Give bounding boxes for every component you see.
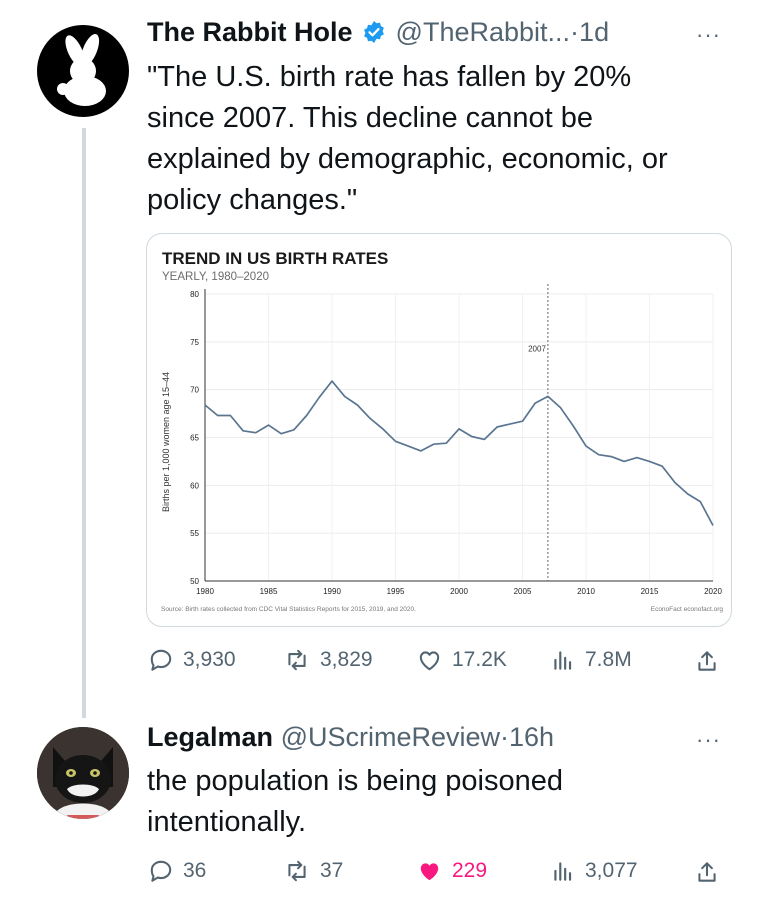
- like-button[interactable]: 17.2K: [416, 647, 507, 673]
- timestamp[interactable]: 1d: [579, 17, 610, 47]
- repost-icon: [288, 649, 306, 671]
- reply-text-line: intentionally.: [147, 806, 307, 838]
- repost-icon: [288, 860, 306, 882]
- rabbit-logo-icon: [57, 34, 106, 106]
- tweet-header: The Rabbit Hole @TheRabbit...·1d: [147, 17, 609, 48]
- birth-rate-series-line: [204, 380, 714, 526]
- reply-button[interactable]: 3,930: [148, 647, 236, 673]
- y-tick-label: 70: [190, 386, 199, 395]
- x-tick-label: 2010: [577, 587, 595, 596]
- share-icon: [698, 862, 716, 882]
- reply-header: Legalman @UScrimeReview·16h: [147, 722, 554, 753]
- more-options-icon[interactable]: ···: [696, 22, 721, 47]
- share-button[interactable]: [694, 647, 720, 675]
- reply-repost-button[interactable]: 37: [283, 858, 343, 884]
- reply-icon: [150, 860, 172, 882]
- tweet-text-line: explained by demographic, economic, or: [147, 143, 668, 175]
- liked-heart-icon: [420, 863, 439, 881]
- y-tick-label: 75: [190, 338, 199, 347]
- x-tick-label: 1980: [196, 587, 214, 596]
- reply-more-options-icon[interactable]: ···: [696, 727, 721, 752]
- reply-reply-button[interactable]: 36: [148, 858, 206, 884]
- annotation-label-2007: 2007: [528, 344, 546, 353]
- x-tick-label: 2020: [704, 587, 722, 596]
- reply-repost-count: 37: [320, 859, 344, 882]
- reply-avatar[interactable]: [37, 727, 129, 819]
- reply-author-handle[interactable]: @UScrimeReview: [280, 722, 501, 752]
- reply-like-button[interactable]: 229: [416, 858, 487, 884]
- reply-text: the population is being poisoned intenti…: [147, 761, 737, 843]
- separator-dot: ·: [570, 17, 580, 47]
- thread-connector-line: [82, 128, 86, 718]
- reply-text-line: the population is being poisoned: [147, 765, 563, 797]
- tweet-text: "The U.S. birth rate has fallen by 20% s…: [147, 57, 737, 221]
- tweet-text-line: "The U.S. birth rate has fallen by 20%: [147, 61, 632, 93]
- chart-credit: EconoFact econofact.org: [651, 606, 724, 613]
- x-tick-label: 2000: [450, 587, 468, 596]
- chart-subtitle: YEARLY, 1980–2020: [162, 271, 269, 283]
- repost-count: 3,829: [320, 648, 373, 671]
- y-tick-label: 55: [190, 529, 199, 538]
- like-icon: [419, 651, 440, 671]
- reply-views-count: 3,077: [585, 859, 638, 882]
- reply-author-name[interactable]: Legalman: [147, 722, 274, 752]
- reply-reply-count: 36: [183, 859, 207, 882]
- reply-count: 3,930: [183, 648, 236, 671]
- x-tick-label: 1990: [323, 587, 341, 596]
- reply-share-button[interactable]: [694, 858, 720, 886]
- author-handle[interactable]: @TheRabbit...: [395, 17, 571, 47]
- x-tick-label: 2005: [514, 587, 532, 596]
- repost-button[interactable]: 3,829: [283, 647, 373, 673]
- y-axis-label: Births per 1,000 women age 15–44: [161, 372, 171, 512]
- y-tick-label: 60: [190, 481, 199, 490]
- reply-icon: [150, 649, 172, 671]
- y-tick-label: 50: [190, 577, 199, 586]
- share-icon: [698, 651, 716, 671]
- verified-badge-icon: [364, 21, 384, 43]
- y-tick-label: 80: [190, 290, 199, 299]
- avatar[interactable]: [37, 25, 129, 117]
- x-tick-label: 2015: [641, 587, 659, 596]
- chart-title: TREND IN US BIRTH RATES: [162, 249, 388, 268]
- views-button[interactable]: 7.8M: [550, 647, 632, 673]
- tweet-text-line: since 2007. This decline cannot be: [147, 102, 594, 134]
- reply-timestamp[interactable]: 16h: [509, 722, 555, 752]
- views-count: 7.8M: [585, 648, 632, 671]
- y-tick-label: 65: [190, 434, 199, 443]
- cat-avatar-image: [37, 727, 129, 819]
- birth-rate-chart: TREND IN US BIRTH RATES YEARLY, 1980–202…: [161, 249, 724, 613]
- chart-image-card[interactable]: TREND IN US BIRTH RATES YEARLY, 1980–202…: [146, 233, 732, 627]
- chart-source-note: Source: Birth rates collected from CDC V…: [161, 606, 416, 613]
- x-tick-label: 1995: [387, 587, 405, 596]
- x-tick-label: 1985: [260, 587, 278, 596]
- views-icon: [554, 651, 572, 670]
- reply-views-button[interactable]: 3,077: [550, 858, 638, 884]
- views-icon: [554, 862, 572, 881]
- reply-like-count: 229: [452, 859, 488, 882]
- like-count: 17.2K: [452, 648, 507, 671]
- separator-dot: ·: [500, 722, 510, 752]
- author-name[interactable]: The Rabbit Hole: [147, 17, 353, 47]
- tweet-text-line: policy changes.": [147, 184, 358, 216]
